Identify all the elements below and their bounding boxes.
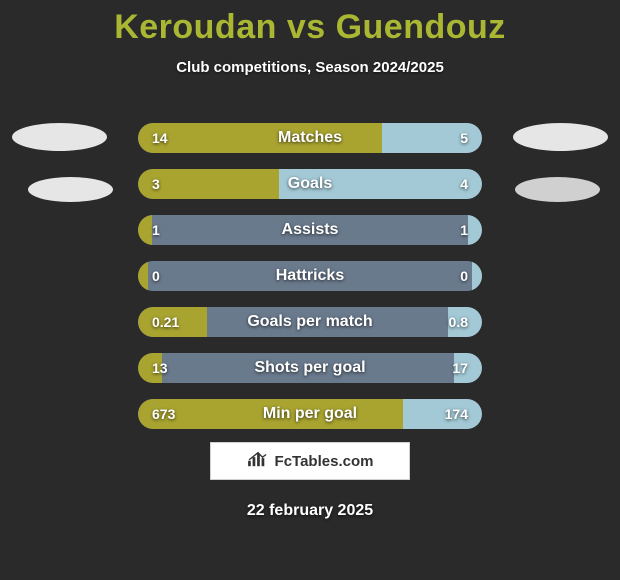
stat-label: Shots per goal (138, 353, 482, 383)
stat-label: Goals (138, 169, 482, 199)
player-right-ellipse-1 (513, 123, 608, 151)
stat-label: Hattricks (138, 261, 482, 291)
badge-label: FcTables.com (275, 453, 374, 470)
stat-row: 673174Min per goal (138, 399, 482, 429)
stat-label: Goals per match (138, 307, 482, 337)
subtitle: Club competitions, Season 2024/2025 (0, 59, 620, 76)
footer-date: 22 february 2025 (0, 502, 620, 520)
stat-row: 11Assists (138, 215, 482, 245)
page-title: Keroudan vs Guendouz (0, 0, 620, 47)
stat-label: Assists (138, 215, 482, 245)
stat-bars: 145Matches 34Goals 11Assists 00Hattricks 0.2… (138, 123, 482, 445)
stat-row: 1317Shots per goal (138, 353, 482, 383)
player-left-ellipse-2 (28, 177, 113, 202)
stat-row: 145Matches (138, 123, 482, 153)
chart-icon (247, 450, 269, 472)
stat-row: 0.210.8Goals per match (138, 307, 482, 337)
stat-row: 34Goals (138, 169, 482, 199)
player-right-ellipse-2 (515, 177, 600, 202)
player-left-ellipse-1 (12, 123, 107, 151)
stat-label: Matches (138, 123, 482, 153)
stat-label: Min per goal (138, 399, 482, 429)
stat-row: 00Hattricks (138, 261, 482, 291)
fctables-badge[interactable]: FcTables.com (210, 442, 410, 480)
